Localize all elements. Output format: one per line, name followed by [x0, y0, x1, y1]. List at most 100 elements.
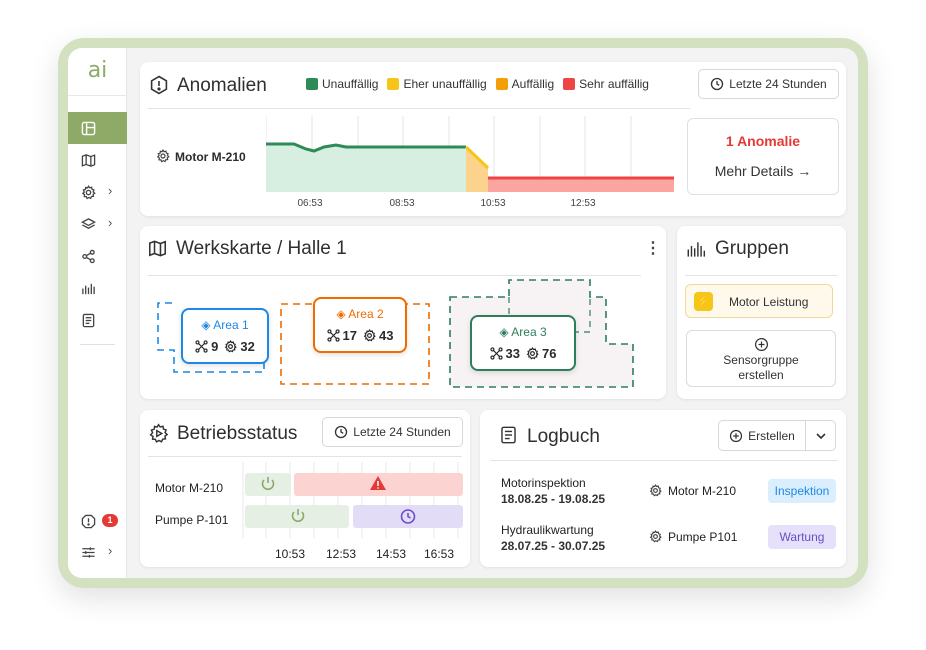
timerange-label: Letzte 24 Stunden [729, 77, 827, 91]
gear-icon [363, 329, 376, 342]
gear-icon [649, 530, 662, 543]
logbook-icon [82, 313, 95, 328]
nodes-count: 33 [505, 346, 520, 361]
warning-area [466, 147, 488, 192]
sidebar-item-share[interactable] [68, 240, 127, 272]
area-name-label: Area 3 [511, 325, 547, 339]
sidebar-item-logbook[interactable] [68, 304, 127, 336]
share-icon [82, 249, 95, 264]
sidebar-item-signals[interactable] [68, 272, 127, 304]
logbuch-card: Logbuch Erstellen Motorinspektion 18.08.… [480, 410, 846, 567]
chevron-right-icon: › [108, 543, 113, 558]
status-timeline-chart: 10:53 12:53 14:53 16:53 [242, 462, 463, 561]
anomaly-count: 1 Anomalie [725, 133, 801, 149]
entry-dates: 28.07.25 - 30.07.25 [501, 539, 606, 553]
entry-dates: 18.08.25 - 19.08.25 [501, 492, 606, 506]
gear-icon [81, 185, 96, 200]
divider [490, 460, 838, 461]
time-tick: 14:53 [376, 547, 406, 561]
werkskarte-card: Werkskarte / Halle 1 ⋮ ◈ Area 1 9 32 ◈ A… [140, 226, 666, 399]
create-entry-button[interactable]: Erstellen [718, 420, 806, 451]
area-card[interactable]: ◈ Area 3 33 76 [470, 315, 576, 371]
card-title: Anomalien [177, 75, 267, 96]
nodes-stat: 9 [195, 339, 218, 354]
create-group-button[interactable]: Sensorgruppe erstellen [686, 330, 836, 387]
more-options-icon[interactable]: ⋮ [645, 240, 661, 257]
sidebar-item-settings[interactable]: › [68, 176, 127, 208]
running-segment [245, 473, 291, 496]
divider [148, 108, 690, 109]
chevron-right-icon: › [108, 215, 113, 230]
group-name: Motor Leistung [729, 295, 809, 309]
sidebar: ai › › 1 › [68, 48, 127, 578]
app-window: ai › › 1 › [68, 48, 858, 578]
chevron-down-icon [815, 432, 826, 439]
network-icon [489, 347, 503, 360]
time-tick: 12:53 [570, 198, 595, 209]
chevron-right-icon: › [108, 183, 113, 198]
entry-title: Hydraulikwartung [501, 523, 594, 537]
legend-item: Auffällig [495, 77, 554, 91]
sidebar-item-layers[interactable]: › [68, 208, 127, 240]
anomaly-timeline-chart: 06:53 08:53 10:53 12:53 [266, 116, 674, 209]
normal-line [266, 142, 466, 153]
group-item[interactable]: ⚡ Motor Leistung [685, 284, 833, 318]
legend-item: Unauffällig [306, 77, 378, 91]
area-name: ◈ Area 1 [183, 318, 267, 332]
gear-icon [156, 149, 170, 163]
area-card[interactable]: ◈ Area 1 9 32 [181, 308, 269, 364]
area-name: ◈ Area 3 [472, 325, 574, 339]
time-tick: 06:53 [297, 198, 322, 209]
legend-swatch [387, 78, 400, 90]
details-link[interactable]: Mehr Details → [688, 163, 838, 179]
legend: Unauffällig Eher unauffällig Auffällig S… [306, 77, 649, 91]
area-3-subzone [508, 297, 591, 333]
alert-icon [81, 514, 96, 529]
gear-play-icon [149, 423, 169, 443]
warning-line [464, 145, 490, 170]
plus-circle-icon [754, 337, 769, 352]
betriebsstatus-card: Betriebsstatus Letzte 24 Stunden Motor M… [140, 410, 470, 567]
tag-badge: Wartung [768, 525, 836, 549]
card-title: Gruppen [715, 238, 789, 259]
gear-icon [649, 484, 662, 497]
divider [68, 95, 127, 96]
sidebar-item-map[interactable] [68, 144, 127, 176]
running-segment [245, 505, 349, 528]
normal-area [266, 144, 466, 192]
divider [148, 456, 462, 457]
anomalien-card: Anomalien Unauffällig Eher unauffällig A… [140, 62, 846, 216]
timerange-button[interactable]: Letzte 24 Stunden [698, 69, 839, 99]
signal-icon [687, 242, 706, 257]
plus-circle-icon [730, 429, 743, 442]
sidebar-item-preferences[interactable]: › [68, 536, 127, 568]
row-label: Pumpe P-101 [155, 513, 229, 527]
area-name-label: Area 2 [348, 307, 384, 321]
divider [685, 275, 838, 276]
dashboard-icon [81, 121, 96, 136]
create-dropdown-button[interactable] [805, 420, 836, 451]
power-icon [261, 477, 275, 491]
timerange-label: Letzte 24 Stunden [353, 425, 451, 439]
network-icon [326, 329, 340, 342]
area-card[interactable]: ◈ Area 2 17 43 [313, 297, 407, 353]
timerange-button[interactable]: Letzte 24 Stunden [322, 417, 463, 447]
sidebar-item-dashboard[interactable] [68, 112, 127, 144]
nodes-stat: 17 [326, 328, 357, 343]
gear-icon [225, 340, 238, 353]
area-stats: 33 76 [472, 346, 574, 361]
clock-icon [400, 509, 416, 524]
anomaly-summary: 1 Anomalie Mehr Details → [687, 118, 839, 195]
layers-icon [81, 218, 96, 229]
app-logo: ai [87, 58, 108, 83]
legend-swatch [563, 78, 576, 90]
divider [80, 344, 115, 345]
sidebar-item-alerts[interactable] [68, 505, 127, 537]
create-group-label-line: erstellen [738, 368, 784, 382]
row-label: Motor M-210 [155, 481, 224, 495]
sensors-stat: 32 [224, 339, 255, 354]
time-tick: 08:53 [389, 198, 414, 209]
sensors-count: 43 [379, 328, 394, 343]
legend-item: Sehr auffällig [563, 77, 649, 91]
layers-icon: ◈ [201, 318, 211, 332]
